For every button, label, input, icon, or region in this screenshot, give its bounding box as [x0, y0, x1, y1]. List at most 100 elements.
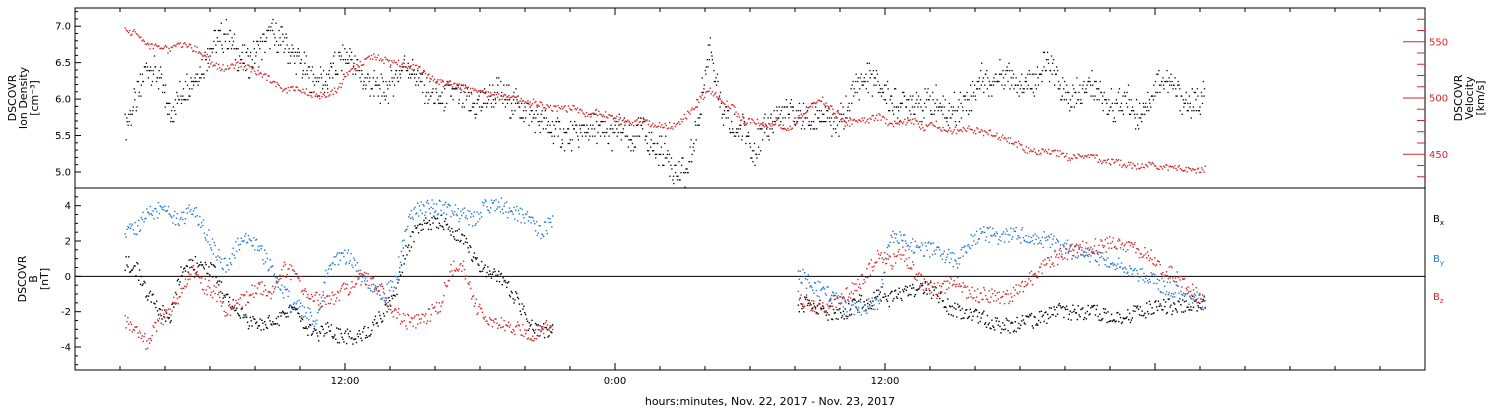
velocity-point [1070, 157, 1073, 159]
By-point [520, 221, 522, 224]
density-point [510, 102, 513, 105]
density-point [1088, 77, 1090, 79]
density-point [265, 40, 267, 43]
Bz-point [188, 273, 190, 275]
density-point [875, 84, 877, 86]
density-point [268, 26, 270, 28]
Bx-point [915, 289, 917, 291]
By-point [1098, 264, 1100, 266]
By-point [1060, 250, 1062, 253]
velocity-point [753, 121, 755, 124]
velocity-point [782, 124, 785, 126]
By-point [461, 214, 463, 217]
density-point [1020, 84, 1022, 86]
density-point [826, 110, 828, 112]
density-point [1152, 95, 1154, 97]
Bz-point [297, 277, 299, 279]
density-point [1063, 88, 1065, 90]
density-point [893, 106, 895, 108]
velocity-point [656, 126, 659, 128]
By-point [303, 306, 305, 309]
By-point [435, 203, 438, 205]
density-point [275, 40, 278, 43]
density-point [912, 95, 914, 97]
Bz-point [537, 328, 539, 331]
density-point [384, 99, 387, 101]
Bx-point [282, 311, 285, 314]
density-point [144, 66, 147, 68]
Bx-point [1040, 310, 1043, 313]
Bx-point [415, 227, 417, 229]
density-point [734, 113, 736, 115]
By-point [492, 202, 494, 204]
density-point [401, 66, 404, 68]
Bx-point [289, 304, 291, 307]
Bx-point [1048, 307, 1051, 309]
Bx-point [528, 322, 530, 324]
Bx-point [374, 315, 377, 318]
Bx-point [236, 307, 238, 309]
density-point [466, 88, 469, 90]
By-point [222, 268, 224, 271]
Bz-point [486, 320, 488, 322]
velocity-point [313, 91, 315, 93]
density-point [1089, 80, 1091, 83]
velocity-point [765, 125, 768, 128]
By-point [159, 205, 161, 207]
density-point [1011, 69, 1013, 72]
Bz-point [183, 285, 186, 287]
Bz-point [225, 311, 227, 314]
Bz-point [242, 294, 244, 296]
By-point [210, 247, 212, 249]
velocity-point [742, 116, 744, 118]
Bx-point [148, 292, 151, 294]
Bz-point [529, 338, 531, 341]
velocity-point [793, 123, 796, 126]
Bx-point [426, 222, 428, 225]
velocity-point [1116, 160, 1119, 162]
Bz-point [334, 293, 336, 296]
Bz-point [286, 273, 288, 276]
By-point [1022, 236, 1025, 239]
Bx-point [345, 342, 348, 345]
density-point [182, 95, 184, 97]
density-point [506, 102, 509, 105]
velocity-point [735, 111, 737, 113]
velocity-point [342, 78, 345, 81]
density-point [1073, 88, 1075, 90]
density-point [899, 102, 901, 105]
velocity-point [171, 46, 174, 49]
density-point [948, 102, 950, 105]
density-point [1126, 91, 1128, 94]
Bx-point [172, 302, 174, 305]
density-point [865, 73, 867, 75]
velocity-point [382, 59, 384, 61]
density-point [323, 91, 326, 94]
By-point [275, 281, 278, 284]
density-point [1142, 102, 1144, 105]
velocity-point [1142, 166, 1145, 169]
Bz-point [136, 325, 138, 328]
density-point [569, 139, 571, 141]
Bx-point [389, 300, 391, 302]
Bx-point [860, 294, 863, 297]
density-point [1129, 113, 1132, 115]
right-axis-title-line: Velocity [1463, 76, 1476, 120]
Bx-point [921, 285, 923, 287]
velocity-point [1002, 134, 1004, 136]
velocity-point [907, 119, 909, 122]
Bz-point [517, 324, 520, 326]
density-point [731, 131, 733, 134]
density-point [914, 113, 916, 115]
Bx-point [952, 315, 954, 317]
density-point [466, 95, 468, 97]
Bx-point [219, 280, 221, 282]
velocity-point [500, 95, 502, 97]
density-point [668, 153, 671, 156]
Bx-point [488, 273, 490, 276]
density-point [540, 113, 542, 115]
Bx-point [1128, 318, 1130, 321]
Bz-point [474, 302, 476, 305]
density-point [377, 84, 379, 86]
density-point [741, 135, 744, 137]
